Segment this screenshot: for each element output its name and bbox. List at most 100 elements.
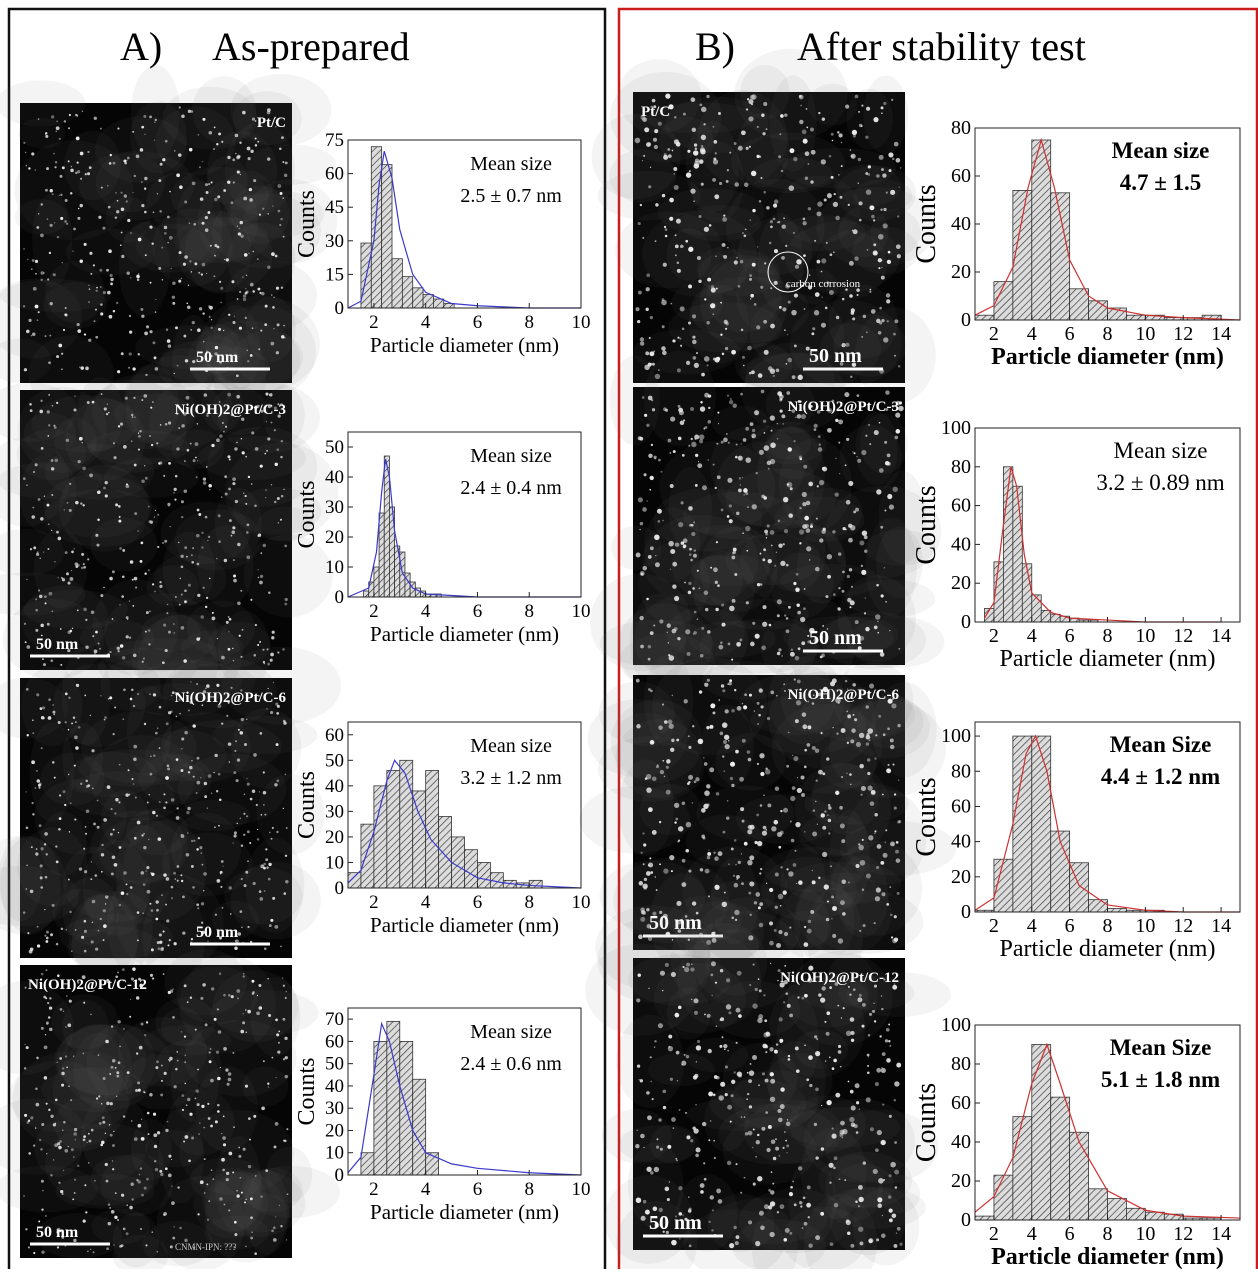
nanoparticle — [714, 1157, 716, 1159]
nanoparticle — [114, 812, 116, 814]
nanoparticle — [233, 771, 236, 774]
nanoparticle — [284, 1037, 287, 1040]
nanoparticle — [727, 478, 732, 483]
nanoparticle — [156, 909, 159, 912]
nanoparticle — [831, 1134, 836, 1139]
support-haze — [54, 418, 97, 465]
nanoparticle — [678, 1186, 682, 1190]
nanoparticle — [177, 880, 179, 882]
nanoparticle — [728, 864, 729, 865]
nanoparticle — [181, 424, 185, 428]
nanoparticle — [849, 568, 852, 571]
nanoparticle — [184, 589, 187, 592]
nanoparticle — [899, 1243, 902, 1246]
nanoparticle — [173, 492, 175, 494]
nanoparticle — [828, 819, 831, 822]
nanoparticle — [866, 705, 869, 708]
bar — [1089, 301, 1108, 320]
nanoparticle — [785, 245, 787, 247]
y-axis-label: Counts — [294, 190, 320, 258]
nanoparticle — [724, 1048, 726, 1050]
nanoparticle — [97, 800, 99, 802]
nanoparticle — [103, 818, 107, 822]
nanoparticle — [795, 822, 800, 827]
nanoparticle — [222, 866, 223, 867]
nanoparticle — [198, 272, 200, 274]
nanoparticle — [715, 581, 718, 584]
nanoparticle — [175, 1068, 178, 1071]
nanoparticle — [283, 985, 285, 987]
nanoparticle — [171, 897, 173, 899]
nanoparticle — [257, 288, 260, 291]
nanoparticle — [230, 687, 232, 689]
nanoparticle — [234, 750, 236, 752]
nanoparticle — [642, 237, 644, 239]
nanoparticle — [667, 1198, 670, 1201]
nanoparticle — [161, 247, 163, 249]
nanoparticle — [138, 433, 139, 434]
nanoparticle — [271, 1230, 274, 1233]
nanoparticle — [865, 597, 866, 598]
nanoparticle — [692, 901, 696, 905]
image-label: Ni(OH)2@Pt/C-6 — [788, 687, 900, 703]
nanoparticle — [688, 746, 691, 749]
nanoparticle — [885, 841, 887, 843]
nanoparticle — [54, 1123, 56, 1125]
nanoparticle — [132, 605, 134, 607]
nanoparticle — [84, 950, 87, 953]
nanoparticle — [48, 523, 50, 525]
nanoparticle — [248, 157, 251, 160]
nanoparticle — [801, 793, 805, 797]
nanoparticle — [886, 192, 888, 194]
nanoparticle — [832, 1067, 835, 1070]
nanoparticle — [94, 1180, 96, 1182]
nanoparticle — [193, 459, 196, 462]
nanoparticle — [197, 460, 198, 461]
nanoparticle — [652, 776, 657, 781]
image-label: Ni(OH)2@Pt/C-6 — [175, 690, 287, 706]
nanoparticle — [140, 1228, 142, 1230]
nanoparticle — [27, 1121, 30, 1124]
nanoparticle — [282, 197, 284, 199]
nanoparticle — [781, 170, 783, 172]
nanoparticle — [150, 407, 152, 409]
nanoparticle — [248, 1117, 251, 1120]
nanoparticle — [845, 680, 847, 682]
nanoparticle — [159, 461, 162, 464]
nanoparticle — [736, 642, 741, 647]
nanoparticle — [886, 1028, 890, 1032]
nanoparticle — [876, 887, 881, 892]
nanoparticle — [195, 442, 199, 446]
support-haze — [83, 891, 146, 922]
nanoparticle — [643, 1147, 644, 1148]
nanoparticle — [725, 328, 727, 330]
nanoparticle — [892, 158, 895, 161]
nanoparticle — [645, 777, 648, 780]
nanoparticle — [117, 128, 119, 130]
nanoparticle — [266, 421, 267, 422]
nanoparticle — [749, 278, 752, 281]
nanoparticle — [58, 1146, 62, 1150]
nanoparticle — [77, 170, 80, 173]
nanoparticle — [47, 623, 50, 626]
nanoparticle — [757, 702, 760, 705]
nanoparticle — [92, 1251, 94, 1253]
nanoparticle — [837, 131, 839, 133]
nanoparticle — [141, 1137, 145, 1141]
nanoparticle — [134, 1137, 138, 1141]
nanoparticle — [144, 134, 145, 135]
bar — [400, 552, 405, 597]
nanoparticle — [803, 221, 807, 225]
nanoparticle — [277, 1050, 280, 1053]
y-tick-label: 20 — [325, 1120, 344, 1141]
x-tick-label: 12 — [1173, 625, 1193, 647]
nanoparticle — [31, 152, 34, 155]
nanoparticle — [896, 158, 901, 163]
nanoparticle — [819, 538, 823, 542]
nanoparticle — [707, 856, 711, 860]
nanoparticle — [95, 309, 97, 311]
nanoparticle — [887, 260, 891, 264]
nanoparticle — [98, 1095, 100, 1097]
nanoparticle — [130, 560, 134, 564]
nanoparticle — [842, 1129, 848, 1135]
